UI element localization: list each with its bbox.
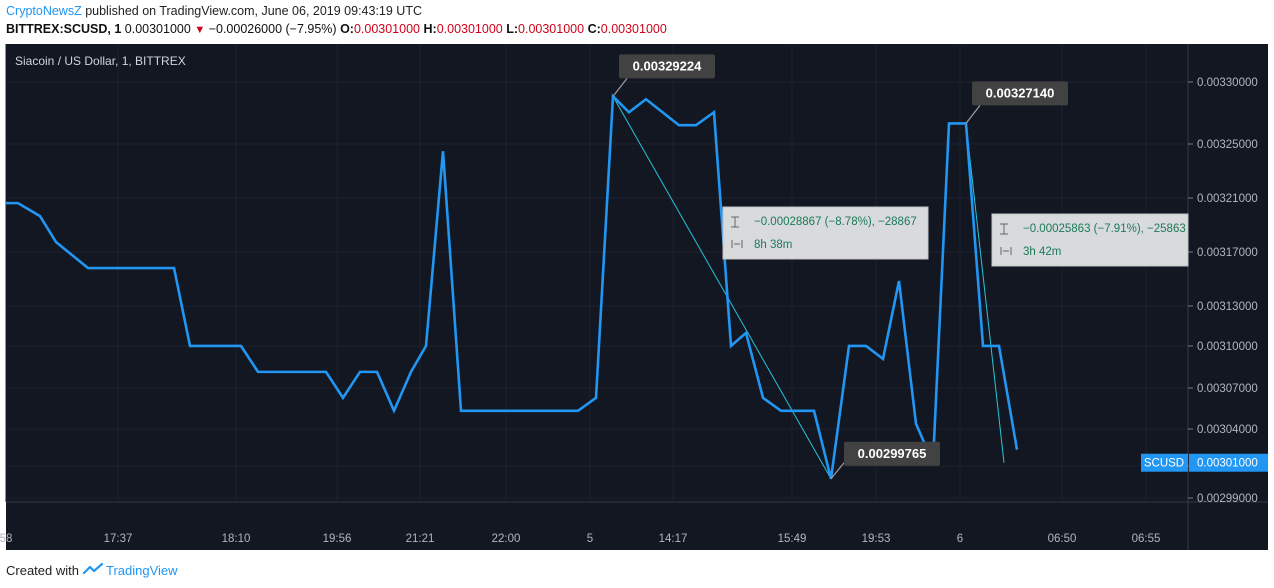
chart-title: Siacoin / US Dollar, 1, BITTREX — [15, 54, 186, 68]
callout-box — [844, 441, 940, 466]
price-range-icon — [1000, 223, 1008, 235]
high-label: H: — [423, 22, 437, 36]
last-price: 0.00301000 — [124, 22, 191, 36]
y-tick-label: 0.00304000 — [1197, 424, 1258, 436]
y-tick-label: 0.00330000 — [1197, 77, 1258, 89]
close-value: 0.00301000 — [600, 22, 667, 36]
x-tick-label: 19:53 — [862, 533, 891, 545]
x-tick-label: 22:00 — [492, 533, 521, 545]
ohlc-bar: BITTREX:SCUSD, 1 0.00301000 ▼ −0.0002600… — [6, 22, 667, 36]
y-tick-label: 0.00313000 — [1197, 301, 1258, 313]
callout-box — [972, 81, 1068, 106]
callout-leader — [612, 77, 628, 97]
chart-background — [6, 44, 1268, 550]
open-value: 0.00301000 — [353, 22, 420, 36]
y-tick-label: 0.00299000 — [1197, 493, 1258, 505]
tradingview-link[interactable]: TradingView — [106, 563, 178, 578]
x-tick-label: 15:49 — [778, 533, 807, 545]
current-price-label: SCUSD 0.00301000 — [1141, 453, 1268, 472]
price-callout: 0.00299765 — [830, 441, 940, 480]
low-label: L: — [506, 22, 519, 36]
callout-leader — [830, 462, 845, 480]
price-range-icon — [731, 216, 739, 228]
measure-box: −0.00025863 (−7.91%), −25863 3h 42m — [991, 213, 1189, 267]
x-tick-label: 5 — [587, 533, 593, 545]
time-range-icon — [731, 240, 743, 248]
callout-label: 0.00329224 — [633, 58, 702, 73]
symbol-label: BITTREX:SCUSD, 1 — [6, 22, 122, 36]
symbol-tag: SCUSD — [1144, 458, 1184, 470]
callout-leader — [965, 105, 981, 124]
open-label: O: — [340, 22, 354, 36]
close-label: C: — [587, 22, 601, 36]
x-tick-label: 06:55 — [1132, 533, 1161, 545]
footer: Created with TradingView — [6, 562, 178, 578]
y-tick-label: 0.00310000 — [1197, 341, 1258, 353]
tradingview-logo-icon[interactable] — [82, 562, 106, 578]
y-tick-label: 0.00321000 — [1197, 193, 1258, 205]
price-tag: 0.00301000 — [1197, 458, 1258, 470]
high-value: 0.00301000 — [436, 22, 503, 36]
measure-line — [965, 123, 1005, 463]
price-change: −0.00026000 (−7.95%) — [208, 22, 337, 36]
measure-box-bg — [991, 213, 1189, 267]
y-tick-label: 0.00317000 — [1197, 247, 1258, 259]
published-text: published on TradingView.com, June 06, 2… — [85, 4, 423, 18]
x-tick-label: 6 — [957, 533, 963, 545]
low-value: 0.00301000 — [518, 22, 585, 36]
x-tick-label: 21:21 — [406, 533, 435, 545]
price-chart[interactable]: 0.00330000 0.00325000 0.00321000 0.00317000… — [0, 42, 1274, 552]
callout-label: 0.00299765 — [858, 446, 927, 461]
measure-duration: 8h 38m — [754, 239, 792, 251]
x-tick-label: 17:37 — [104, 533, 133, 545]
x-tick-label: 18:10 — [222, 533, 251, 545]
x-tick-label: 19:56 — [323, 533, 352, 545]
y-tick-label: 0.00325000 — [1197, 139, 1258, 151]
created-with-text: Created with — [6, 563, 79, 578]
price-line — [6, 93, 1019, 480]
symbol-tag-bg — [1141, 453, 1188, 472]
price-tag-bg — [1189, 453, 1268, 472]
measure-box: −0.00028867 (−8.78%), −28867 8h 38m — [722, 206, 929, 260]
down-triangle-icon: ▼ — [194, 24, 206, 36]
x-tick-label: 06:50 — [1048, 533, 1077, 545]
price-callout: 0.00327140 — [965, 81, 1068, 124]
measure-line — [612, 96, 832, 480]
x-tick-label: 58 — [0, 533, 12, 545]
measure-delta: −0.00028867 (−8.78%), −28867 — [754, 216, 917, 228]
callout-box — [619, 54, 715, 79]
y-tick-label: 0.00307000 — [1197, 383, 1258, 395]
time-range-icon — [1000, 247, 1012, 255]
publish-info: CryptoNewsZ published on TradingView.com… — [6, 4, 422, 18]
measure-delta: −0.00025863 (−7.91%), −25863 — [1023, 223, 1186, 235]
measure-box-bg — [722, 206, 929, 260]
price-callout: 0.00329224 — [612, 54, 715, 97]
publisher-link[interactable]: CryptoNewsZ — [6, 4, 82, 18]
measure-duration: 3h 42m — [1023, 246, 1061, 258]
x-tick-label: 14:17 — [659, 533, 688, 545]
callout-label: 0.00327140 — [986, 85, 1055, 100]
